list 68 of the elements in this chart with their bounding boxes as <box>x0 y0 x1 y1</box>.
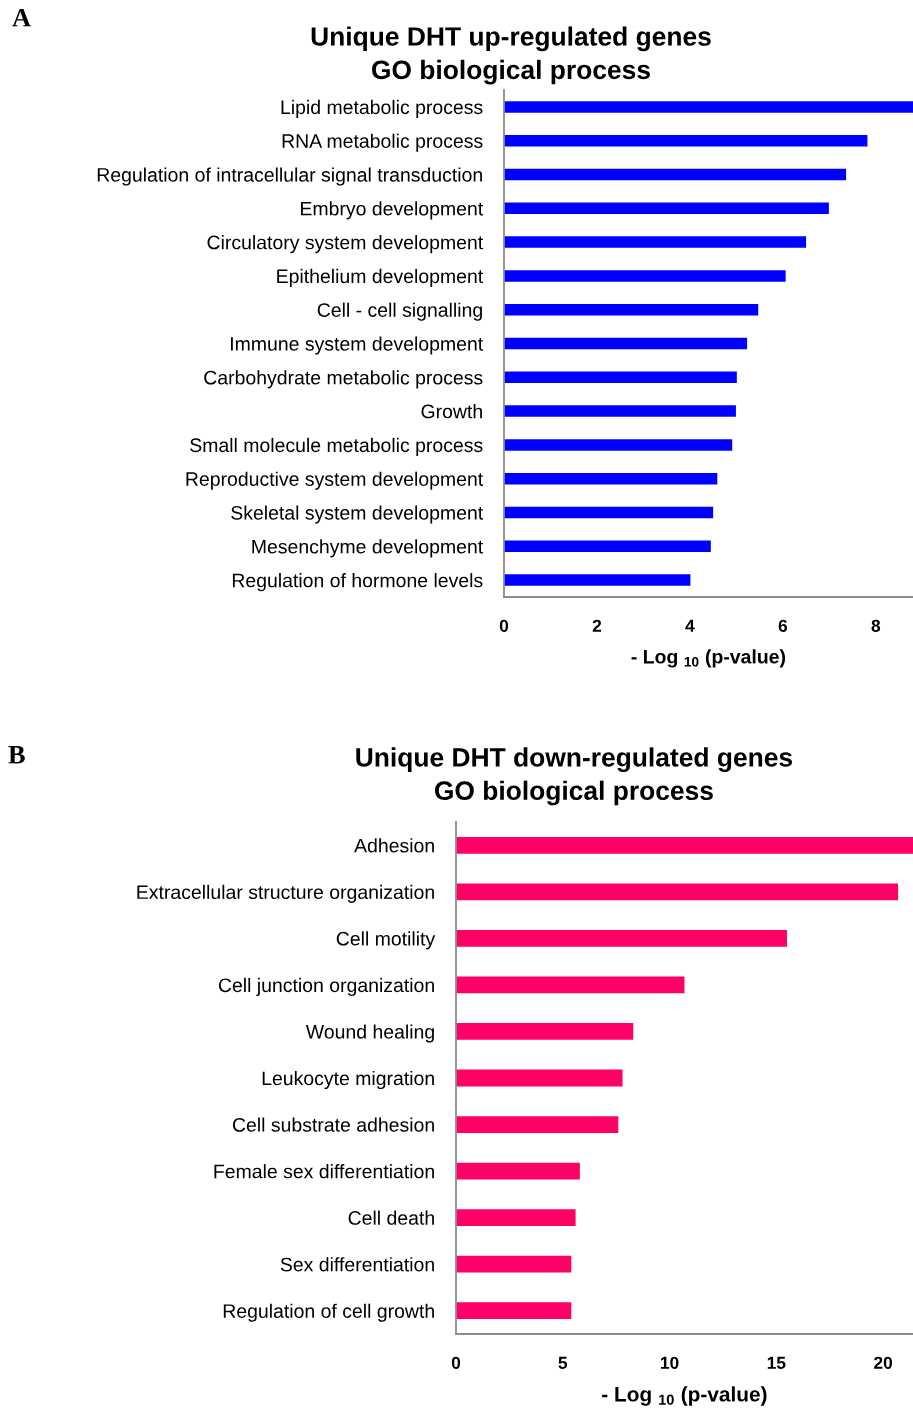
bar <box>456 929 787 947</box>
y-tick-label: Skeletal system development <box>231 505 484 524</box>
bar <box>504 472 718 485</box>
bar <box>456 1255 572 1273</box>
x-axis-title: - Log $_{10}$ (p-value) <box>602 1386 767 1406</box>
x-tick-label: 20 <box>874 1356 893 1369</box>
x-tick-label: 4 <box>685 619 695 632</box>
chart-title: Unique DHT up-regulated genes GO biological process <box>311 26 711 85</box>
bar <box>456 1162 580 1180</box>
y-tick-label: Cell - cell signalling <box>317 302 482 321</box>
y-tick-label: Carbohydrate metabolic process <box>204 370 483 389</box>
bar <box>504 371 737 384</box>
bar <box>504 168 847 181</box>
y-tick-label: Circulatory system development <box>207 235 484 254</box>
bar <box>504 270 786 282</box>
y-tick-label: Regulation of intracellular signal transduction <box>97 167 482 186</box>
y-tick-label: Adhesion <box>354 838 434 853</box>
x-tick-label: 0 <box>451 1356 461 1369</box>
y-tick-label: Wound healing <box>305 1024 434 1043</box>
bar <box>504 506 714 519</box>
y-tick-label: Immune system development <box>231 336 484 355</box>
bar <box>456 883 899 901</box>
bar <box>504 574 691 586</box>
bar <box>504 202 829 215</box>
bar <box>504 439 733 451</box>
y-tick-label: Mesenchyme development <box>252 539 484 558</box>
bar <box>456 976 685 994</box>
bar <box>456 836 913 854</box>
text: B <box>8 746 25 764</box>
x-tick-label: 8 <box>871 619 881 632</box>
bar <box>504 337 748 350</box>
text: A <box>12 8 31 27</box>
y-tick-label: Female sex differentiation <box>214 1164 434 1179</box>
y-tick-label: Cell substrate adhesion <box>232 1117 434 1132</box>
y-tick-label: Reproductive system development <box>186 471 484 490</box>
y-tick-label: Embryo development <box>301 201 484 220</box>
y-tick-label: Small molecule metabolic process <box>190 437 483 456</box>
y-tick-label: Regulation of cell growth <box>223 1303 434 1322</box>
bar <box>456 1069 623 1087</box>
y-tick-label: Lipid metabolic process <box>281 99 483 118</box>
bar <box>504 236 807 248</box>
y-tick-label: Cell death <box>348 1210 434 1225</box>
bar <box>504 405 736 417</box>
bar <box>456 1209 576 1227</box>
y-tick-label: Epithelium development <box>277 268 484 287</box>
x-tick-label: 5 <box>558 1356 568 1369</box>
x-tick-label: 10 <box>660 1356 679 1369</box>
bar <box>504 101 913 113</box>
y-tick-label: Sex differentiation <box>280 1257 434 1272</box>
chart-title: Unique DHT down-regulated genes GO biological process <box>356 747 793 806</box>
y-tick-label: Extracellular structure organization <box>137 884 434 903</box>
bar <box>456 1302 572 1320</box>
y-tick-label: Regulation of hormone levels <box>232 573 483 592</box>
y-tick-label: Cell motility <box>336 931 436 950</box>
x-axis-title: - Log $_{10}$ (p-value) <box>631 649 786 668</box>
x-tick-label: 0 <box>499 619 509 632</box>
y-tick-label: Leukocyte migration <box>262 1070 434 1090</box>
x-tick-label: 2 <box>592 619 602 632</box>
bar <box>504 540 711 553</box>
y-tick-label: Cell junction organization <box>218 977 434 996</box>
y-tick-label: RNA metabolic process <box>282 133 483 152</box>
bar <box>504 303 759 316</box>
bar <box>504 134 868 147</box>
bar <box>456 1023 634 1040</box>
x-tick-label: 6 <box>778 619 788 632</box>
bar <box>456 1116 619 1133</box>
x-tick-label: 15 <box>767 1356 786 1369</box>
y-tick-label: Growth <box>421 404 482 419</box>
